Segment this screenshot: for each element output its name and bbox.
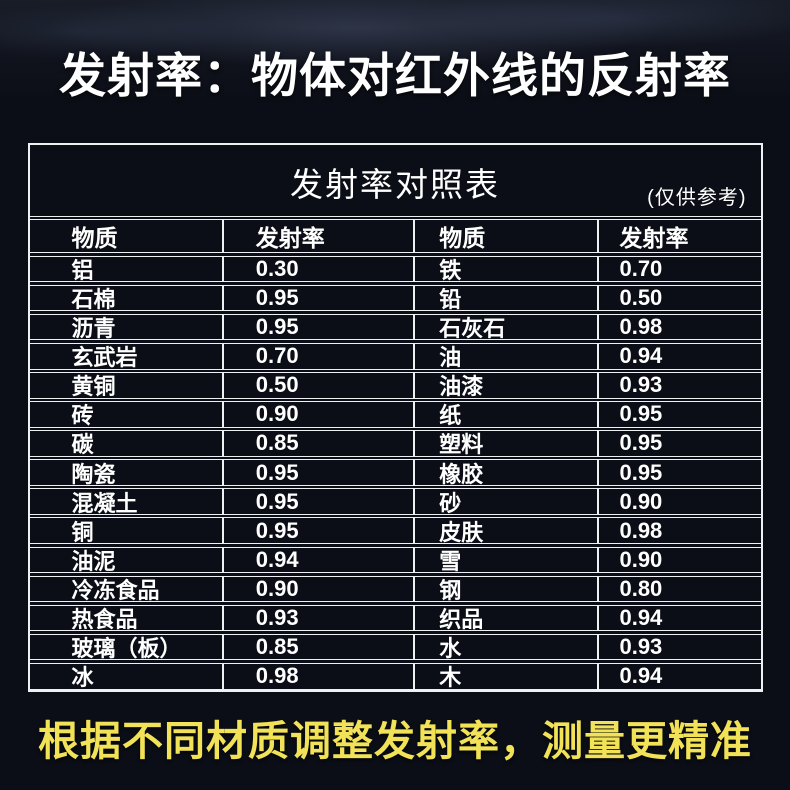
emissivity-table: 发射率对照表 (仅供参考) 物质 发射率 物质 发射率 铝 0.30 铁 0.70 石棉 0.9… [27, 142, 763, 692]
header-cell: 发射率 [597, 220, 760, 253]
material-cell: 橡胶 [413, 460, 597, 485]
material-cell: 陶瓷 [71, 461, 116, 485]
material-cell: 冰 [71, 665, 94, 689]
value-cell: 0.95 [221, 518, 414, 544]
value-cell: 0.98 [597, 518, 760, 544]
table-row: 混凝土 0.95 砂 0.90 [29, 488, 761, 515]
value-cell: 0.93 [597, 634, 760, 660]
material-cell: 石灰石 [413, 314, 597, 340]
footer-note: 根据不同材质调整发射率，测量更精准 [38, 717, 752, 764]
material-cell: 沥青 [71, 316, 116, 340]
table-row: 热食品 0.93 织品 0.94 [29, 604, 761, 632]
value-cell: 0.98 [597, 314, 760, 340]
value-cell: 0.95 [221, 285, 414, 311]
material-cell: 织品 [413, 605, 597, 631]
header-cell: 物质 [71, 225, 118, 252]
material-cell: 玄武岩 [71, 345, 138, 369]
table-row: 沥青 0.95 石灰石 0.98 [29, 313, 761, 341]
table-title-row: 发射率对照表 (仅供参考) [29, 145, 761, 217]
material-cell: 铁 [413, 256, 597, 282]
header-cell: 物质 [413, 220, 597, 253]
value-cell: 0.95 [597, 460, 760, 485]
table-title: 发射率对照表 [290, 165, 500, 203]
material-cell: 黄铜 [71, 374, 116, 398]
table-row: 黄铜 0.50 油漆 0.93 [29, 372, 761, 399]
material-cell: 皮肤 [413, 518, 597, 544]
material-cell: 雪 [413, 547, 597, 573]
table-row: 铝 0.30 铁 0.70 [29, 255, 761, 283]
material-cell: 油 [413, 343, 597, 369]
table-row: 石棉 0.95 铅 0.50 [29, 284, 761, 312]
material-cell: 木 [413, 663, 597, 689]
material-cell: 油漆 [413, 373, 597, 398]
value-cell: 0.85 [221, 634, 414, 660]
value-cell: 0.94 [597, 663, 760, 689]
main-title: 发射率：物体对红外线的反射率 [59, 49, 731, 102]
table-row: 油泥 0.94 雪 0.90 [29, 546, 761, 574]
material-cell: 钢 [413, 576, 597, 602]
value-cell: 0.95 [221, 460, 414, 485]
value-cell: 0.93 [221, 605, 414, 631]
value-cell: 0.94 [597, 605, 760, 631]
header-cell: 发射率 [221, 220, 414, 253]
table-row: 砖 0.90 纸 0.95 [29, 401, 761, 428]
material-cell: 冷冻食品 [71, 577, 160, 602]
table-row: 冷冻食品 0.90 钢 0.80 [29, 575, 761, 603]
value-cell: 0.90 [597, 489, 760, 514]
value-cell: 0.94 [597, 343, 760, 369]
value-cell: 0.90 [221, 576, 414, 602]
material-cell: 砂 [413, 489, 597, 514]
value-cell: 0.50 [597, 285, 760, 311]
table-row: 碳 0.85 塑料 0.95 [29, 430, 761, 457]
material-cell: 砖 [71, 403, 94, 427]
table-header-row: 物质 发射率 物质 发射率 [29, 219, 761, 254]
value-cell: 0.95 [597, 402, 760, 427]
table-row: 陶瓷 0.95 橡胶 0.95 [29, 459, 761, 486]
value-cell: 0.93 [597, 373, 760, 398]
table-row: 玄武岩 0.70 油 0.94 [29, 342, 761, 370]
table-row: 玻璃（板） 0.85 水 0.93 [29, 633, 761, 661]
value-cell: 0.70 [597, 256, 760, 282]
value-cell: 0.98 [221, 663, 414, 689]
material-cell: 油泥 [71, 548, 116, 573]
material-cell: 石棉 [71, 287, 116, 311]
material-cell: 纸 [413, 402, 597, 427]
material-cell: 玻璃（板） [71, 636, 182, 660]
value-cell: 0.95 [221, 489, 414, 514]
value-cell: 0.80 [597, 576, 760, 602]
table-note: (仅供参考) [647, 186, 747, 209]
material-cell: 碳 [71, 432, 94, 456]
material-cell: 铝 [71, 257, 94, 282]
material-cell: 铅 [413, 285, 597, 311]
table-row: 铜 0.95 皮肤 0.98 [29, 517, 761, 545]
material-cell: 塑料 [413, 431, 597, 456]
value-cell: 0.90 [221, 402, 414, 427]
value-cell: 0.94 [221, 547, 414, 573]
material-cell: 水 [413, 634, 597, 660]
value-cell: 0.85 [221, 431, 414, 456]
value-cell: 0.70 [221, 343, 414, 369]
value-cell: 0.95 [597, 431, 760, 456]
material-cell: 铜 [71, 519, 94, 544]
value-cell: 0.30 [221, 256, 414, 282]
value-cell: 0.50 [221, 373, 414, 398]
material-cell: 混凝土 [71, 490, 138, 514]
value-cell: 0.90 [597, 547, 760, 573]
table-row: 冰 0.98 木 0.94 [29, 662, 761, 690]
page: 发射率：物体对红外线的反射率 发射率对照表 (仅供参考) 物质 发射率 物质 发射率 … [27, 49, 763, 764]
value-cell: 0.95 [221, 314, 414, 340]
material-cell: 热食品 [71, 607, 138, 631]
